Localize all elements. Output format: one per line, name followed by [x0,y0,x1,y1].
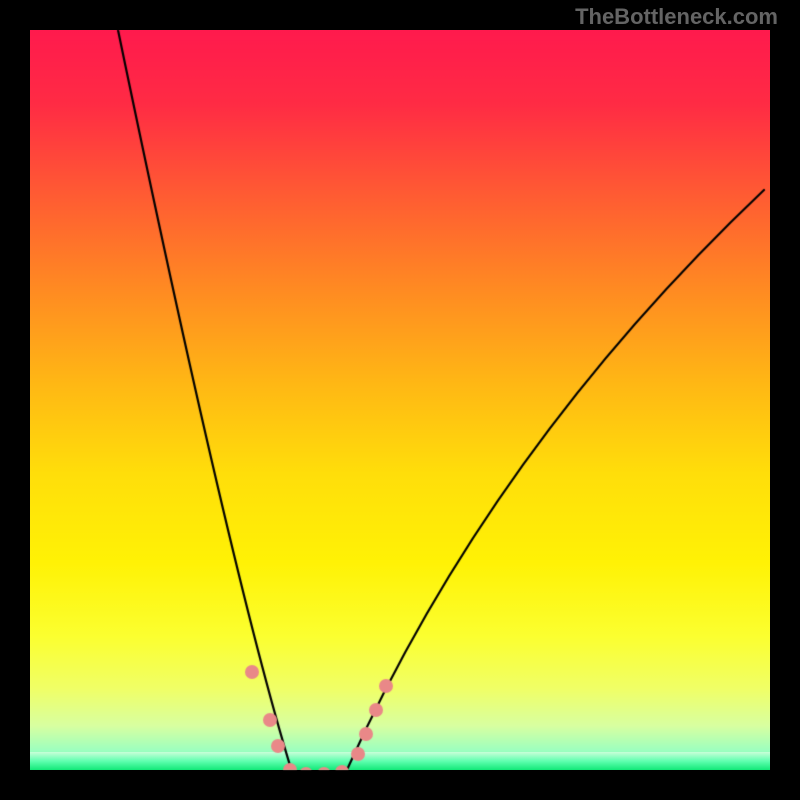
v-curve-canvas [0,0,800,800]
chart-stage: TheBottleneck.com [0,0,800,800]
watermark-text: TheBottleneck.com [575,4,778,30]
